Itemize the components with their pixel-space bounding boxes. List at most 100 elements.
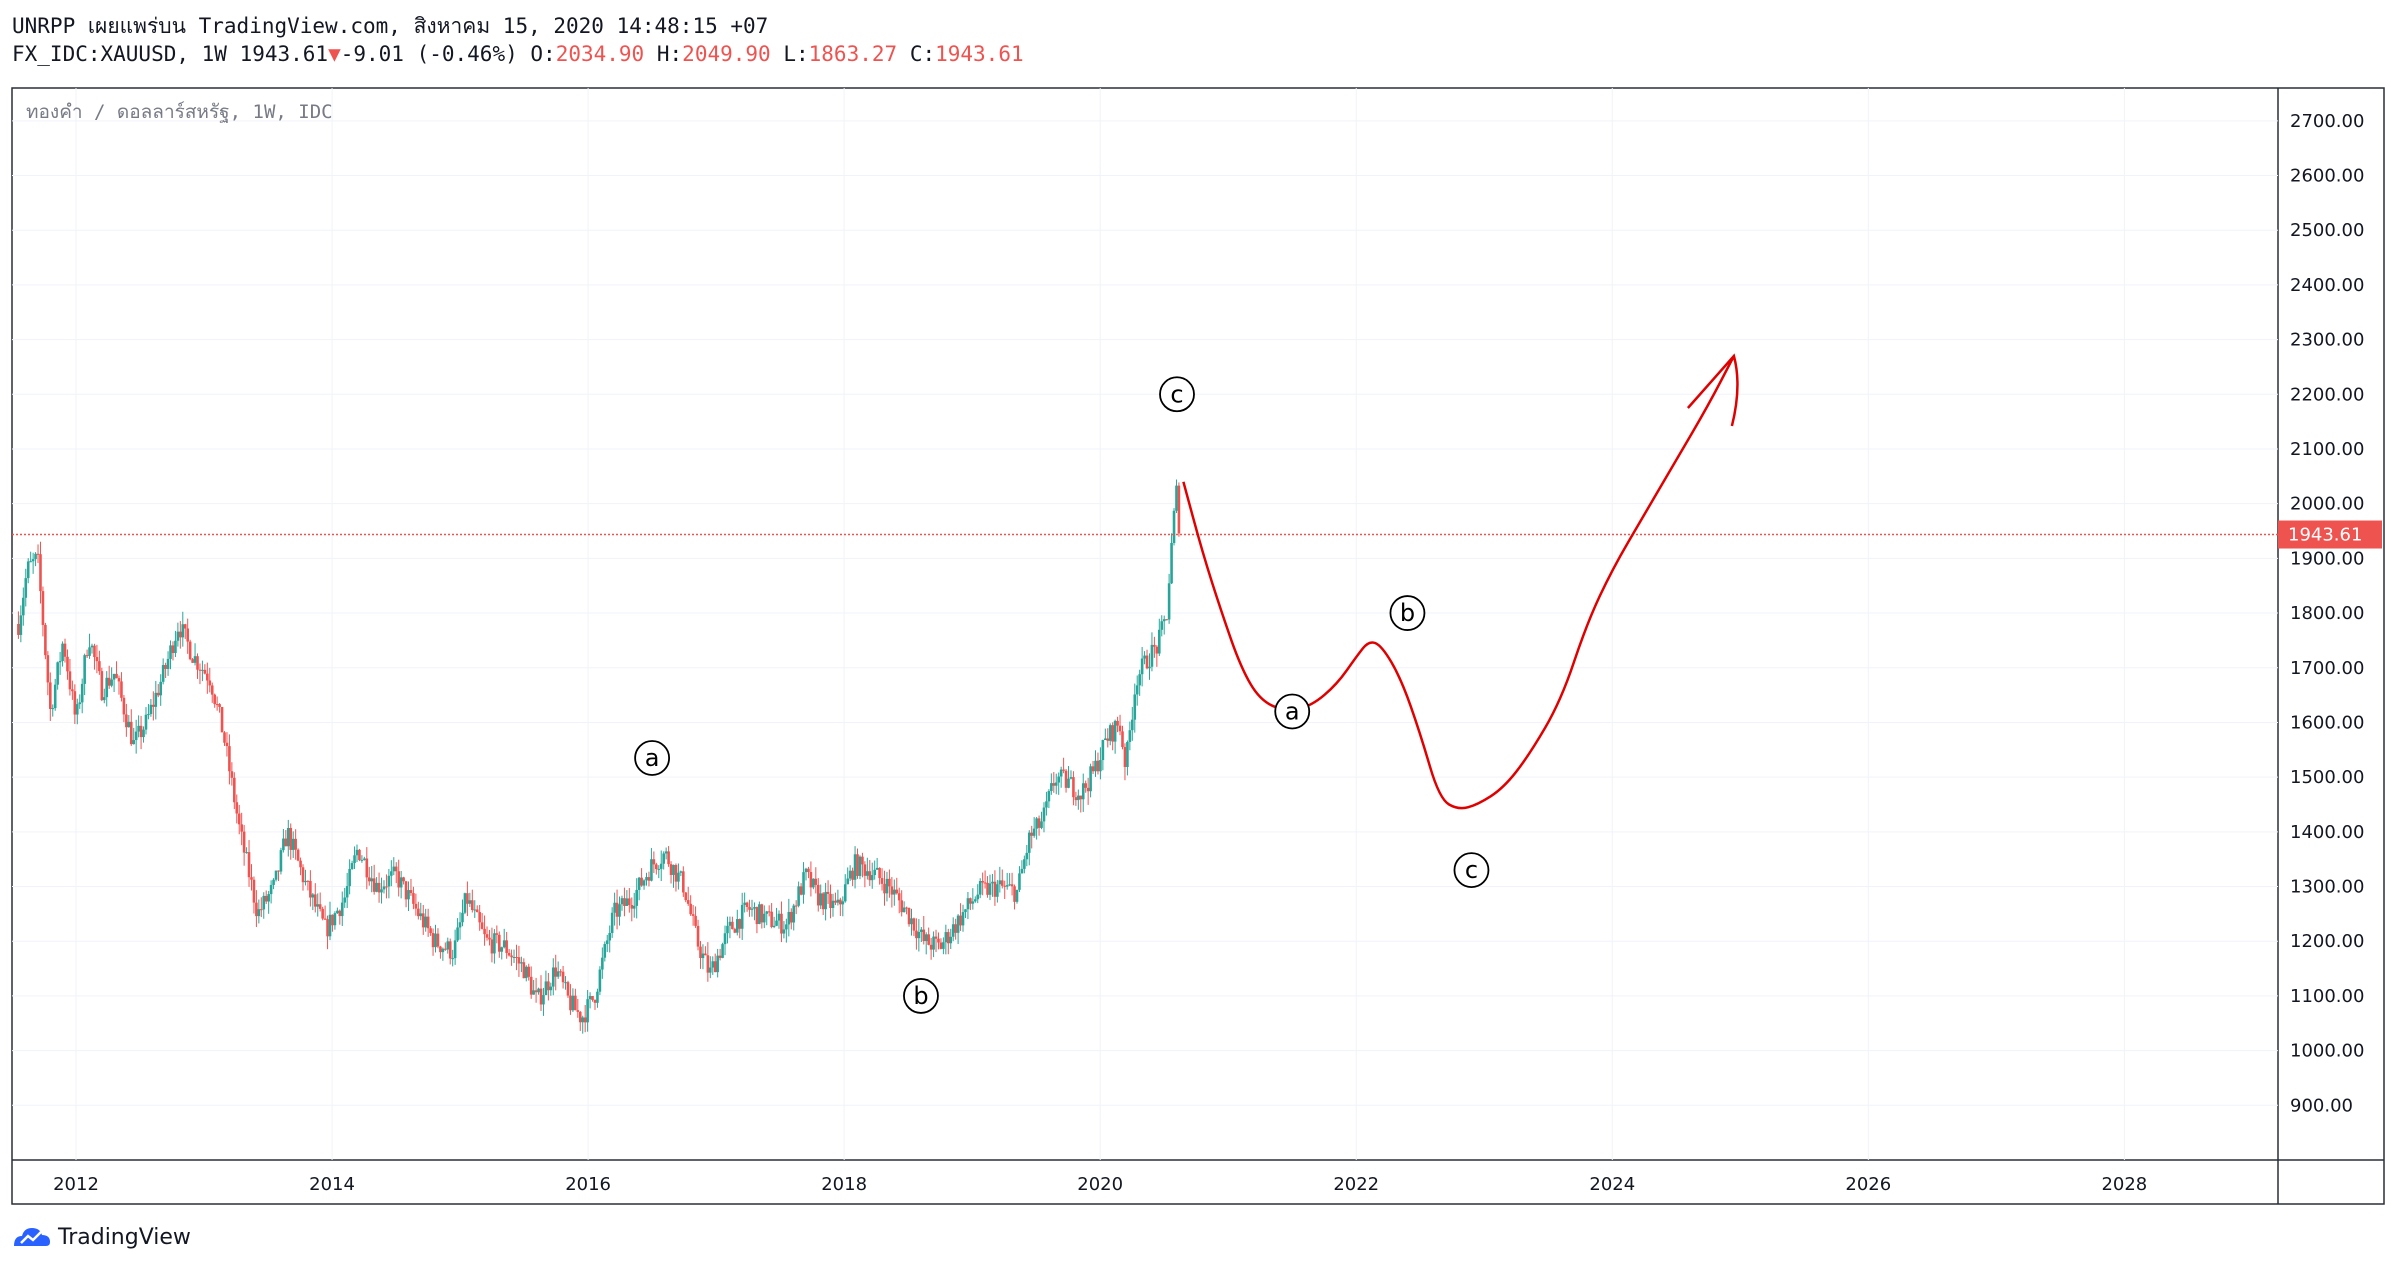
candle-body	[176, 631, 180, 641]
candle-body	[777, 913, 781, 921]
candle-body	[1123, 747, 1127, 767]
candle-body	[1096, 760, 1100, 772]
candle-body	[735, 919, 739, 933]
candle-body	[304, 880, 307, 883]
candle-body	[659, 863, 663, 869]
wave-label-a[interactable]: a	[634, 740, 671, 776]
candle-body	[336, 910, 339, 914]
candle-body	[743, 902, 746, 905]
candle-body	[296, 849, 300, 861]
candle-body	[912, 918, 916, 931]
candle-body	[1025, 852, 1029, 860]
y-tick-label: 2500.00	[2290, 220, 2364, 241]
candle-body	[117, 678, 121, 682]
candle-body	[71, 689, 74, 692]
candle-body	[213, 694, 216, 705]
candle-body	[127, 721, 131, 728]
candle-body	[993, 881, 997, 897]
candle-body	[358, 849, 361, 861]
candle-body	[1121, 731, 1124, 748]
candle-body	[1145, 655, 1149, 669]
candle-body	[183, 624, 187, 629]
candle-body	[1104, 738, 1107, 741]
candle-body	[387, 875, 391, 887]
candle-body	[264, 895, 268, 902]
wave-label-b[interactable]: b	[1389, 595, 1426, 631]
candle-body	[390, 871, 393, 876]
candle-body	[350, 863, 354, 870]
candle-body	[257, 909, 261, 917]
price-chart[interactable]: 900.00 1000.00 1100.00 1200.00 1300.00 1400.0…	[0, 0, 2393, 1220]
candle-body	[826, 891, 830, 894]
x-tick-label: 2022	[1333, 1174, 1379, 1195]
candle-body	[1094, 760, 1097, 772]
candle-body	[544, 981, 548, 996]
open-value: 2034.90	[555, 42, 645, 66]
wave-label-a[interactable]: a	[1274, 693, 1311, 730]
candle-body	[225, 742, 229, 747]
candle-body	[1084, 783, 1087, 788]
candle-body	[115, 673, 118, 679]
candle-body	[380, 889, 383, 893]
candle-body	[105, 677, 109, 698]
candle-body	[284, 838, 288, 847]
candle-body	[762, 913, 766, 923]
candle-body	[26, 561, 30, 579]
candle-body	[866, 871, 869, 876]
candle-body	[510, 955, 513, 958]
candle-body	[215, 704, 219, 706]
candle-body	[93, 645, 96, 658]
candle-body	[139, 725, 143, 738]
candle-body	[377, 882, 381, 893]
candle-body	[819, 893, 823, 906]
wave-label-b[interactable]: b	[903, 978, 939, 1014]
x-tick-label: 2028	[2101, 1174, 2147, 1195]
candle-body	[831, 900, 835, 909]
candle-body	[461, 912, 464, 923]
x-tick-label: 2026	[1845, 1174, 1891, 1195]
candle-body	[630, 904, 634, 909]
candle-body	[444, 948, 447, 950]
price-scale[interactable]: 900.00 1000.00 1100.00 1200.00 1300.00 1400.0…	[2290, 111, 2364, 1116]
candle-body	[385, 886, 388, 888]
candle-body	[542, 995, 545, 1005]
projection-drawing[interactable]	[1182, 355, 1736, 810]
candle-body	[191, 659, 194, 663]
footer-brand[interactable]: TradingView	[12, 1224, 191, 1250]
candle-body	[66, 656, 69, 672]
candle-body	[41, 591, 45, 625]
candle-body	[924, 934, 928, 942]
candle-body	[29, 561, 32, 563]
candle-body	[301, 867, 305, 883]
candle-body	[605, 940, 609, 944]
candle-body	[291, 838, 295, 850]
candle-body	[372, 878, 376, 892]
candle-body	[260, 909, 263, 911]
candle-body	[753, 907, 756, 909]
candle-body	[1081, 783, 1085, 800]
wave-label-circle	[1159, 376, 1195, 413]
candle-body	[900, 900, 903, 913]
candle-body	[174, 640, 177, 654]
wave-label-c[interactable]: c	[1453, 852, 1490, 889]
candle-body	[323, 918, 327, 920]
candle-body	[1018, 873, 1021, 890]
time-scale[interactable]: 2012 2014 2016 2018 2020 2022 2024 2026 2028	[53, 1174, 2147, 1195]
candle-body	[466, 893, 469, 904]
candle-body	[905, 907, 908, 909]
candle-body	[704, 953, 707, 956]
candle-body	[971, 901, 975, 904]
candle-body	[682, 871, 685, 893]
candle-body	[1069, 777, 1073, 779]
arrowhead-drawing[interactable]	[1686, 353, 1739, 427]
wave-annotations[interactable]: a b c a b c	[634, 376, 1490, 1014]
candle-body	[451, 958, 454, 960]
candle-body	[83, 655, 86, 684]
candle-body	[134, 731, 138, 741]
candle-body	[721, 944, 724, 958]
wave-label-c[interactable]: c	[1159, 376, 1195, 413]
candle-body	[799, 886, 803, 895]
candle-body	[738, 919, 742, 929]
candle-body	[210, 685, 214, 695]
candle-body	[893, 889, 896, 895]
